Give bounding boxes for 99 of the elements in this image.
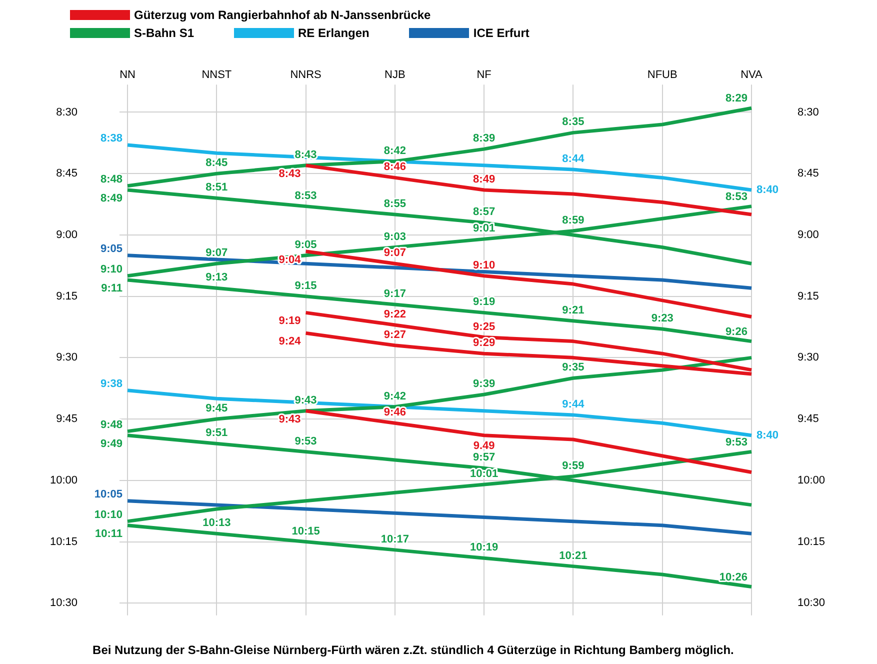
data-label: 9:24 — [278, 336, 302, 348]
legend-label: ICE Erfurt — [473, 26, 530, 40]
x-tick-label: NF — [476, 69, 492, 82]
data-label: 10:26 — [719, 571, 748, 584]
data-label: 9:46 — [384, 406, 406, 419]
data-label: 8:48 — [100, 173, 123, 186]
data-label: 10:05 — [94, 488, 123, 500]
y-tick-label: 8:45 — [56, 168, 78, 180]
data-label: 9:05 — [100, 242, 123, 255]
data-label: 9:15 — [294, 280, 317, 292]
data-label: 8:39 — [473, 132, 496, 145]
y2-tick-label: 10:00 — [797, 474, 826, 486]
data-label: 9:22 — [384, 308, 406, 320]
data-label: 9:57 — [473, 452, 496, 464]
y2-tick-label: 9:45 — [797, 413, 819, 426]
data-label: 9:07 — [384, 247, 406, 260]
data-label: 9:05 — [294, 238, 317, 251]
y2-tick-label: 9:30 — [797, 352, 819, 364]
data-label: 9:29 — [473, 337, 496, 350]
y-tick-label: 9:15 — [56, 290, 78, 302]
data-label: 9:38 — [100, 378, 123, 390]
data-label: 8:53 — [725, 190, 748, 203]
data-label: 9:42 — [384, 390, 406, 402]
data-label: 8:49 — [473, 174, 496, 186]
data-label: 8:51 — [206, 182, 228, 194]
data-label: 10:21 — [559, 550, 588, 562]
data-label: 8:53 — [294, 190, 317, 202]
data-label: 9:03 — [384, 230, 406, 243]
data-label: 9:10 — [100, 263, 123, 276]
data-label: 8:45 — [206, 157, 228, 170]
data-label: 9:51 — [206, 427, 228, 440]
y2-tick-label: 8:30 — [797, 106, 819, 118]
data-label: 9:04 — [278, 254, 302, 266]
data-label: 9:10 — [473, 259, 496, 272]
x-tick-label: NVA — [740, 69, 764, 82]
annotation: 8:40 — [756, 184, 779, 196]
data-label: 10:17 — [380, 533, 410, 546]
data-label: 8:43 — [278, 168, 301, 180]
data-label: 9:26 — [725, 326, 748, 338]
data-label: 8:55 — [384, 198, 406, 210]
data-label: 10:10 — [94, 508, 123, 521]
data-label: 9:44 — [562, 398, 586, 410]
data-label: 8:38 — [100, 132, 123, 144]
x-tick-label: NNRS — [290, 69, 322, 82]
data-label: 8:44 — [562, 153, 586, 166]
data-label: 9:49 — [100, 438, 123, 450]
data-label: 8:42 — [384, 144, 406, 157]
data-label: 10:11 — [94, 528, 123, 540]
y-tick-label: 8:30 — [56, 106, 78, 118]
data-label: 9:53 — [294, 435, 317, 448]
data-label: 9:07 — [206, 247, 228, 260]
x-tick-label: NNST — [202, 69, 232, 82]
legend-label: RE Erlangen — [298, 26, 370, 40]
data-label: 8:29 — [725, 92, 748, 105]
data-label: 9:43 — [278, 413, 301, 426]
data-label: 8:35 — [562, 116, 584, 128]
data-label: 9:39 — [473, 378, 496, 390]
data-label: 9:19 — [278, 315, 301, 328]
y-tick-label: 9:00 — [56, 228, 78, 241]
x-tick-label: NFUB — [647, 69, 678, 82]
y-tick-label: 10:15 — [50, 536, 78, 548]
y2-tick-label: 8:45 — [797, 168, 819, 180]
data-label: 8:57 — [473, 206, 496, 218]
data-label: 9:19 — [473, 296, 496, 308]
y-tick-label: 10:30 — [50, 597, 78, 610]
y-tick-label: 9:45 — [56, 413, 78, 426]
data-label: 10:13 — [202, 517, 231, 530]
data-label: 10:15 — [292, 525, 320, 538]
data-label: 10:19 — [470, 542, 498, 554]
data-label: 9:17 — [384, 288, 406, 300]
y-tick-label: 10:00 — [50, 474, 78, 486]
y-tick-label: 9:30 — [56, 352, 78, 364]
y2-tick-label: 9:15 — [797, 290, 819, 302]
data-label: 9:45 — [206, 402, 228, 415]
data-label: 9:53 — [725, 436, 748, 448]
data-label: 10:01 — [470, 468, 498, 480]
data-label: 9:48 — [100, 418, 123, 431]
data-label: 9:59 — [562, 460, 584, 472]
data-label: 8:59 — [562, 214, 584, 226]
data-label: 8:49 — [100, 192, 123, 204]
data-label: 9:25 — [473, 320, 496, 333]
x-tick-label: NN — [120, 69, 136, 82]
y2-tick-label: 10:30 — [797, 597, 826, 610]
data-label: 9:13 — [206, 272, 228, 284]
legend-label: S-Bahn S1 — [134, 26, 194, 40]
data-label: 9:27 — [384, 328, 406, 341]
text: Bei Nutzung der S-Bahn-Gleise Nürnberg-Fürth wären z.Zt. stündlich 4 Güterzüge in Richtung Bamberg möglich. — [92, 643, 734, 657]
data-label: 9:21 — [562, 304, 584, 316]
data-label: 9:35 — [562, 362, 584, 374]
y2-tick-label: 10:15 — [797, 536, 826, 548]
data-label: 9:11 — [101, 282, 123, 294]
annotation: 9.49 — [473, 440, 495, 452]
legend-label: Güterzug vom Rangierbahnhof ab N-Janssenbrücke — [134, 8, 431, 22]
data-label: 9:01 — [473, 222, 496, 235]
y2-tick-label: 9:00 — [797, 228, 819, 241]
annotation: 8:40 — [756, 429, 779, 442]
data-label: 8:46 — [384, 161, 406, 174]
data-label: 9:23 — [651, 312, 674, 325]
x-tick-label: NJB — [384, 69, 406, 82]
